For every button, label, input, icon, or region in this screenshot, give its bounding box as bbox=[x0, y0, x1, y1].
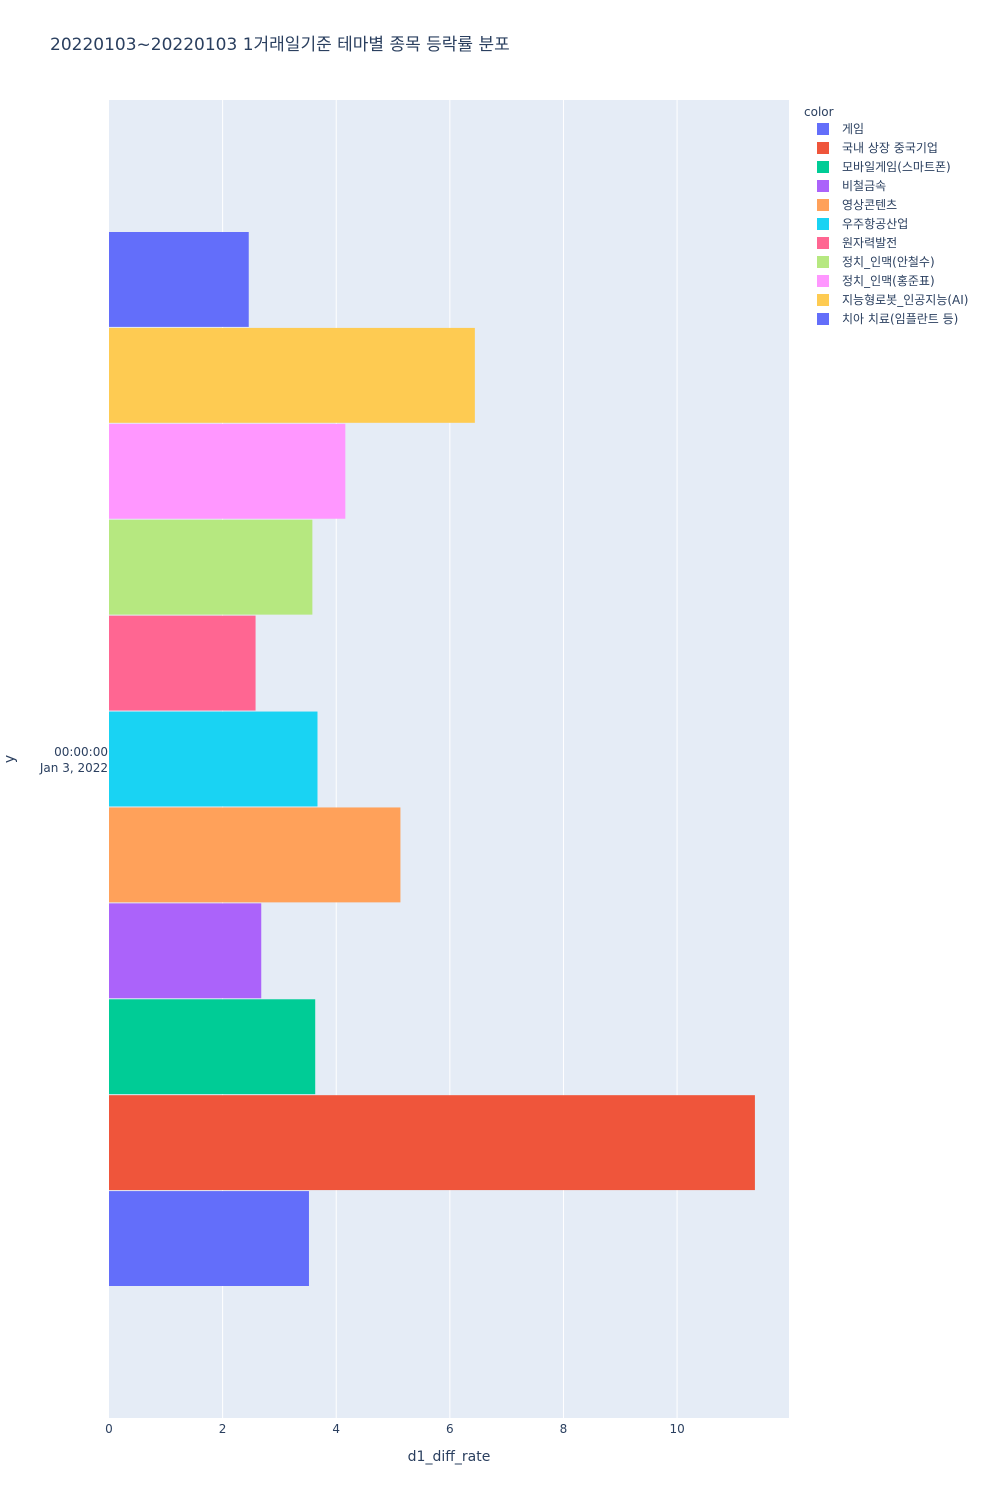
x-axis-title: d1_diff_rate bbox=[408, 1449, 491, 1465]
bar-series-2[interactable] bbox=[109, 999, 316, 1095]
legend-swatch[interactable] bbox=[817, 161, 829, 173]
x-tick-label: 2 bbox=[219, 1422, 227, 1436]
chart-title: 20220103~20220103 1거래일기준 테마별 종목 등락률 분포 bbox=[50, 35, 510, 55]
legend-label[interactable]: 치아 치료(임플란트 등) bbox=[842, 312, 958, 326]
legend-label[interactable]: 정치_인맥(홍준표) bbox=[842, 274, 935, 288]
x-tick-label: 4 bbox=[332, 1422, 340, 1436]
legend-swatch[interactable] bbox=[817, 313, 829, 325]
legend-swatch[interactable] bbox=[817, 256, 829, 268]
y-tick-label-time: 00:00:00 bbox=[54, 745, 108, 759]
legend-swatch[interactable] bbox=[817, 142, 829, 154]
bar-series-1[interactable] bbox=[109, 1095, 755, 1191]
bar-series-6[interactable] bbox=[109, 615, 256, 711]
legend-label[interactable]: 국내 상장 중국기업 bbox=[842, 141, 938, 155]
bar-series-10[interactable] bbox=[109, 232, 249, 327]
bar-series-0[interactable] bbox=[109, 1191, 309, 1286]
legend-label[interactable]: 우주항공산업 bbox=[842, 217, 908, 231]
legend-label[interactable]: 정치_인맥(안철수) bbox=[842, 255, 935, 269]
bars bbox=[109, 232, 755, 1286]
y-axis-title: y bbox=[2, 755, 18, 763]
x-tick-label: 8 bbox=[560, 1422, 568, 1436]
bar-series-4[interactable] bbox=[109, 807, 401, 903]
bar-series-3[interactable] bbox=[109, 903, 262, 999]
bar-series-8[interactable] bbox=[109, 423, 346, 519]
legend-label[interactable]: 비철금속 bbox=[842, 179, 886, 193]
legend-swatch[interactable] bbox=[817, 180, 829, 192]
legend-label[interactable]: 게임 bbox=[842, 122, 864, 136]
legend-swatch[interactable] bbox=[817, 237, 829, 249]
bar-series-7[interactable] bbox=[109, 519, 313, 615]
legend-label[interactable]: 지능형로봇_인공지능(AI) bbox=[842, 293, 968, 307]
x-tick-label: 0 bbox=[105, 1422, 113, 1436]
legend-swatch[interactable] bbox=[817, 218, 829, 230]
legend-label[interactable]: 영상콘텐츠 bbox=[842, 198, 897, 212]
legend-label[interactable]: 모바일게임(스마트폰) bbox=[842, 160, 951, 174]
legend-swatch[interactable] bbox=[817, 294, 829, 306]
legend-label[interactable]: 원자력발전 bbox=[842, 236, 897, 250]
x-tick-labels: 0 2 4 6 8 10 bbox=[105, 1422, 685, 1436]
bar-series-9[interactable] bbox=[109, 327, 475, 423]
bar-series-5[interactable] bbox=[109, 711, 318, 807]
x-tick-label: 10 bbox=[669, 1422, 684, 1436]
x-tick-label: 6 bbox=[446, 1422, 454, 1436]
legend-title: color bbox=[804, 105, 834, 119]
y-tick-label-date: Jan 3, 2022 bbox=[39, 761, 108, 775]
legend-swatch[interactable] bbox=[817, 275, 829, 287]
legend-swatch[interactable] bbox=[817, 123, 829, 135]
legend-swatch[interactable] bbox=[817, 199, 829, 211]
